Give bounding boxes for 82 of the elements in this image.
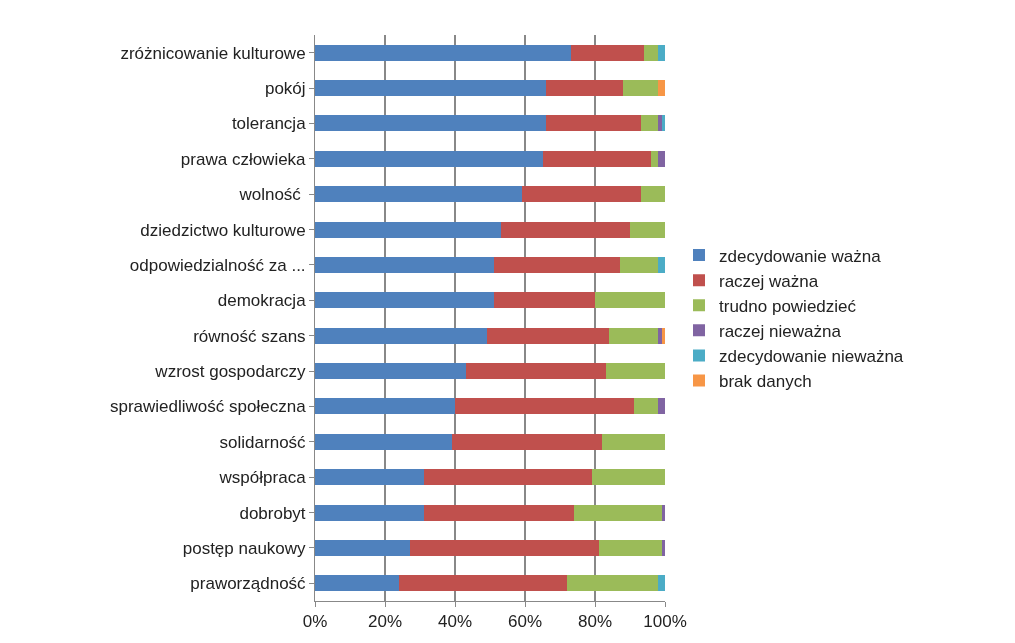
- y-tick-label: odpowiedzialność za ...: [129, 255, 306, 275]
- y-tick-label: solidarność: [219, 432, 307, 452]
- y-tick-label: dobrobyt: [239, 503, 306, 523]
- bar: [546, 115, 641, 132]
- bar: [409, 539, 599, 556]
- bar: [423, 504, 574, 521]
- bar: [423, 469, 592, 486]
- bar: [315, 115, 546, 132]
- bar: [315, 504, 424, 521]
- bar: [640, 115, 658, 132]
- x-tick-label: 80%: [577, 612, 613, 632]
- y-tick-label: wolność: [238, 185, 306, 205]
- bar: [570, 44, 644, 61]
- y-tick-label: wzrost gospodarczy: [154, 362, 307, 382]
- bar: [602, 433, 665, 450]
- bar: [574, 504, 662, 521]
- bar: [605, 363, 665, 380]
- bar: [451, 433, 602, 450]
- bar: [595, 292, 665, 309]
- bar: [609, 327, 658, 344]
- bar: [493, 256, 620, 273]
- bar: [623, 80, 658, 97]
- bar: [315, 80, 546, 97]
- bar: [567, 575, 658, 592]
- bar: [542, 150, 651, 167]
- x-tick-label: 100%: [643, 612, 687, 632]
- bar: [658, 575, 665, 592]
- x-tick-label: 40%: [437, 612, 473, 632]
- bar: [658, 80, 665, 97]
- bar: [521, 186, 641, 203]
- bar: [658, 256, 665, 273]
- bar: [546, 80, 623, 97]
- bar: [619, 256, 658, 273]
- bar: [640, 186, 665, 203]
- y-tick-label: sprawiedliwość społeczna: [110, 397, 307, 417]
- y-tick-label: dziedzictwo kulturowe: [140, 220, 306, 240]
- y-tick-label: współpraca: [218, 468, 307, 488]
- bar: [633, 398, 658, 415]
- legend-label: raczej nieważna: [719, 321, 842, 341]
- y-tick-label: demokracja: [217, 291, 307, 311]
- bar: [315, 256, 494, 273]
- bar: [651, 150, 658, 167]
- bar: [315, 221, 501, 238]
- x-tick-label: 0%: [302, 612, 328, 632]
- bar: [598, 539, 662, 556]
- bar: [315, 363, 466, 380]
- legend-label: zdecydowanie nieważna: [719, 347, 904, 367]
- bar: [315, 44, 571, 61]
- x-tick-label: 60%: [507, 612, 543, 632]
- legend-label: brak danych: [719, 372, 812, 392]
- bar: [315, 398, 455, 415]
- y-tick-label: równość szans: [193, 326, 306, 346]
- bar: [315, 433, 452, 450]
- bar: [591, 469, 665, 486]
- bar: [630, 221, 665, 238]
- bar: [465, 363, 606, 380]
- bar: [315, 539, 410, 556]
- legend-label: trudno powiedzieć: [719, 296, 857, 316]
- bar: [315, 292, 494, 309]
- bar: [658, 44, 665, 61]
- y-tick-label: zróżnicowanie kulturowe: [120, 43, 306, 63]
- y-tick-label: postęp naukowy: [182, 538, 307, 558]
- bar: [493, 292, 595, 309]
- y-tick-label: pokój: [264, 79, 306, 99]
- bar: [644, 44, 658, 61]
- bar: [486, 327, 609, 344]
- legend-label: raczej ważna: [719, 271, 819, 291]
- bar: [500, 221, 630, 238]
- bar: [315, 150, 543, 167]
- bar: [658, 398, 665, 415]
- y-tick-label: prawa człowieka: [180, 149, 307, 169]
- bar: [315, 575, 399, 592]
- bar: [399, 575, 567, 592]
- bar: [315, 327, 487, 344]
- x-tick-label: 20%: [367, 612, 403, 632]
- y-tick-label: praworządność: [190, 574, 307, 594]
- legend-label: zdecydowanie ważna: [719, 246, 882, 266]
- bar: [658, 150, 665, 167]
- bar: [315, 186, 522, 203]
- bar: [315, 469, 424, 486]
- y-tick-label: tolerancja: [231, 114, 307, 134]
- bar: [455, 398, 634, 415]
